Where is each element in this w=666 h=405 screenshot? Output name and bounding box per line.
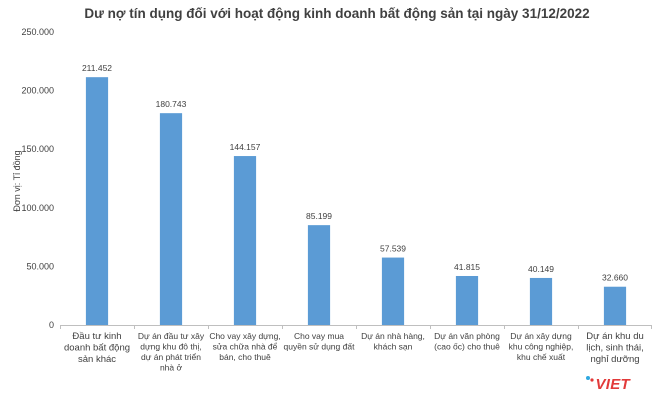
- chart-title: Dư nợ tín dụng đối với hoạt động kinh do…: [84, 6, 589, 21]
- bar: [603, 286, 627, 325]
- y-tick-label: 50.000: [26, 261, 54, 271]
- data-label: 211.452: [82, 63, 112, 73]
- x-tick-label: Dự án xây dựng khu công nghiệp, khu chế xu…: [509, 331, 574, 362]
- data-label: 40.149: [528, 264, 554, 274]
- bar: [307, 225, 331, 325]
- y-tick-label: 0: [49, 320, 54, 330]
- y-tick-label: 250.000: [21, 27, 54, 37]
- x-tick-label: Dự án văn phòng (cao ốc) cho thuê: [434, 331, 500, 352]
- bars: [85, 77, 627, 325]
- bar: [233, 156, 257, 325]
- x-tick-label: Cho vay mua quyền sử dụng đất: [284, 331, 356, 352]
- bar: [455, 275, 479, 325]
- x-tick-label: Dự án đầu tư xây dựng khu đô thị, dự án ph…: [138, 331, 205, 373]
- y-tick-label: 100.000: [21, 203, 54, 213]
- y-tick-label: 150.000: [21, 144, 54, 154]
- x-axis: [60, 325, 652, 329]
- data-label: 85.199: [306, 211, 332, 221]
- bar: [381, 257, 405, 325]
- x-tick-label: Dự án nhà hàng, khách sạn: [361, 331, 425, 352]
- x-tick-label: Dự án khu du lịch, sinh thái, nghỉ dưỡng: [586, 331, 644, 365]
- x-tick-label: Đầu tư kinh doanh bất động sản khác: [64, 331, 130, 365]
- data-label: 144.157: [230, 142, 261, 152]
- logo-mark-icon: [586, 376, 595, 382]
- data-label: 57.539: [380, 244, 406, 254]
- data-label: 41.815: [454, 262, 480, 272]
- bar: [159, 113, 183, 325]
- bar: [529, 277, 553, 325]
- data-label: 32.660: [602, 273, 628, 283]
- viet-logo: VIET: [586, 373, 636, 395]
- logo-text: VIET: [595, 375, 630, 393]
- y-tick-label: 200.000: [21, 86, 54, 96]
- y-axis: 0 50.000 100.000 150.000 200.000 250.000: [21, 27, 54, 330]
- bar: [85, 77, 109, 325]
- data-label: 180.743: [156, 99, 187, 109]
- y-axis-label: Đơn vị: Tỉ đồng: [12, 150, 22, 211]
- x-tick-label: Cho vay xây dựng, sửa chữa nhà để bán, cho…: [209, 331, 280, 362]
- data-labels: 211.452 180.743 144.157 85.199 57.539 41.815 4…: [82, 63, 628, 283]
